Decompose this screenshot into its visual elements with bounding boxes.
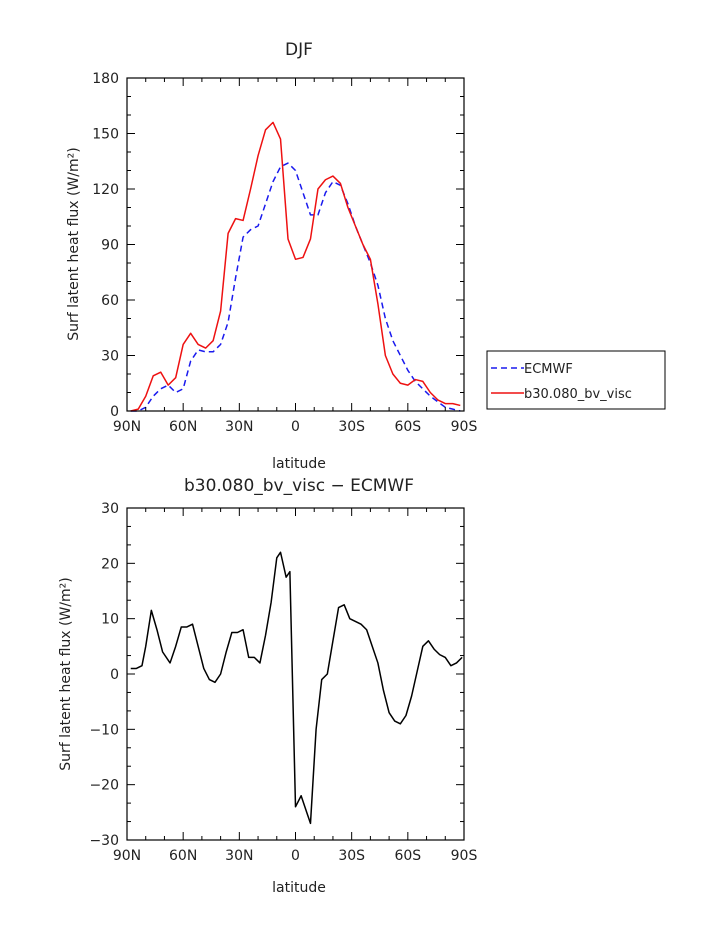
bottom-ticks-group: 90N 60N 30N 0 30S 60S 90S −30 −20 −10 0 10 20 30 [89, 501, 477, 864]
bottom-x-tick-label: 30N [225, 848, 253, 864]
top-series-line-b30-080-bv-visc [130, 121, 461, 412]
bottom-y-tick-label: −20 [89, 778, 119, 794]
bottom-y-tick-label: −30 [89, 833, 119, 849]
top-y-tick-label: 150 [92, 127, 119, 143]
top-x-tick-label: 90S [451, 419, 478, 435]
legend-label-ecmwf: ECMWF [524, 362, 573, 377]
top-y-tick-label: 120 [92, 182, 119, 198]
top-y-tick-label: 90 [101, 238, 119, 254]
top-plot-frame [126, 77, 465, 412]
top-y-tick-label: 30 [101, 349, 119, 365]
top-x-tick-label: 0 [291, 419, 300, 435]
legend-box [486, 350, 666, 410]
bottom-x-axis-label: latitude [272, 880, 326, 896]
bottom-y-tick-label: 20 [101, 556, 119, 572]
bottom-y-tick-label: 0 [110, 667, 119, 683]
legend: ECMWF b30.080_bv_visc [486, 350, 666, 410]
bottom-x-tick-label: 0 [291, 848, 300, 864]
top-series-line-ecmwf [130, 162, 461, 412]
bottom-x-tick-label: 30S [338, 848, 365, 864]
bottom-x-tick-label: 60S [394, 848, 421, 864]
top-x-tick-label: 30S [338, 419, 365, 435]
top-ticks-group: 90N 60N 30N 0 30S 60S 90S 0 30 60 90 120 150 180 [92, 71, 477, 435]
top-x-tick-label: 90N [113, 419, 141, 435]
bottom-panel: b30.080_bv_visc − ECMWF 90N 60N 30N 0 30S 60S… [58, 476, 477, 896]
top-x-tick-label: 60N [169, 419, 197, 435]
bottom-x-tick-label: 90N [113, 848, 141, 864]
top-chart-title: DJF [285, 40, 313, 60]
top-y-axis-label: Surf latent heat flux (W/m²) [66, 147, 82, 340]
bottom-chart-title: b30.080_bv_visc − ECMWF [184, 476, 414, 496]
bottom-series-line-series-0 [130, 551, 463, 825]
bottom-series-group [130, 551, 463, 825]
top-y-tick-label: 0 [110, 404, 119, 420]
top-x-tick-label: 30N [225, 419, 253, 435]
legend-label-b30: b30.080_bv_visc [524, 387, 632, 402]
bottom-y-axis-label: Surf latent heat flux (W/m²) [58, 577, 74, 770]
top-panel: DJF 90N 60N 30N 0 30S 60S 90S0306090120150180 … [66, 40, 477, 472]
bottom-x-tick-label: 90S [451, 848, 478, 864]
top-y-tick-label: 180 [92, 71, 119, 87]
bottom-y-tick-label: 30 [101, 501, 119, 517]
top-y-tick-label: 60 [101, 293, 119, 309]
top-series-group [130, 121, 461, 412]
top-x-tick-label: 60S [394, 419, 421, 435]
bottom-x-tick-label: 60N [169, 848, 197, 864]
top-x-axis-label: latitude [272, 456, 326, 472]
bottom-y-tick-label: −10 [89, 722, 119, 738]
bottom-y-tick-label: 10 [101, 612, 119, 628]
